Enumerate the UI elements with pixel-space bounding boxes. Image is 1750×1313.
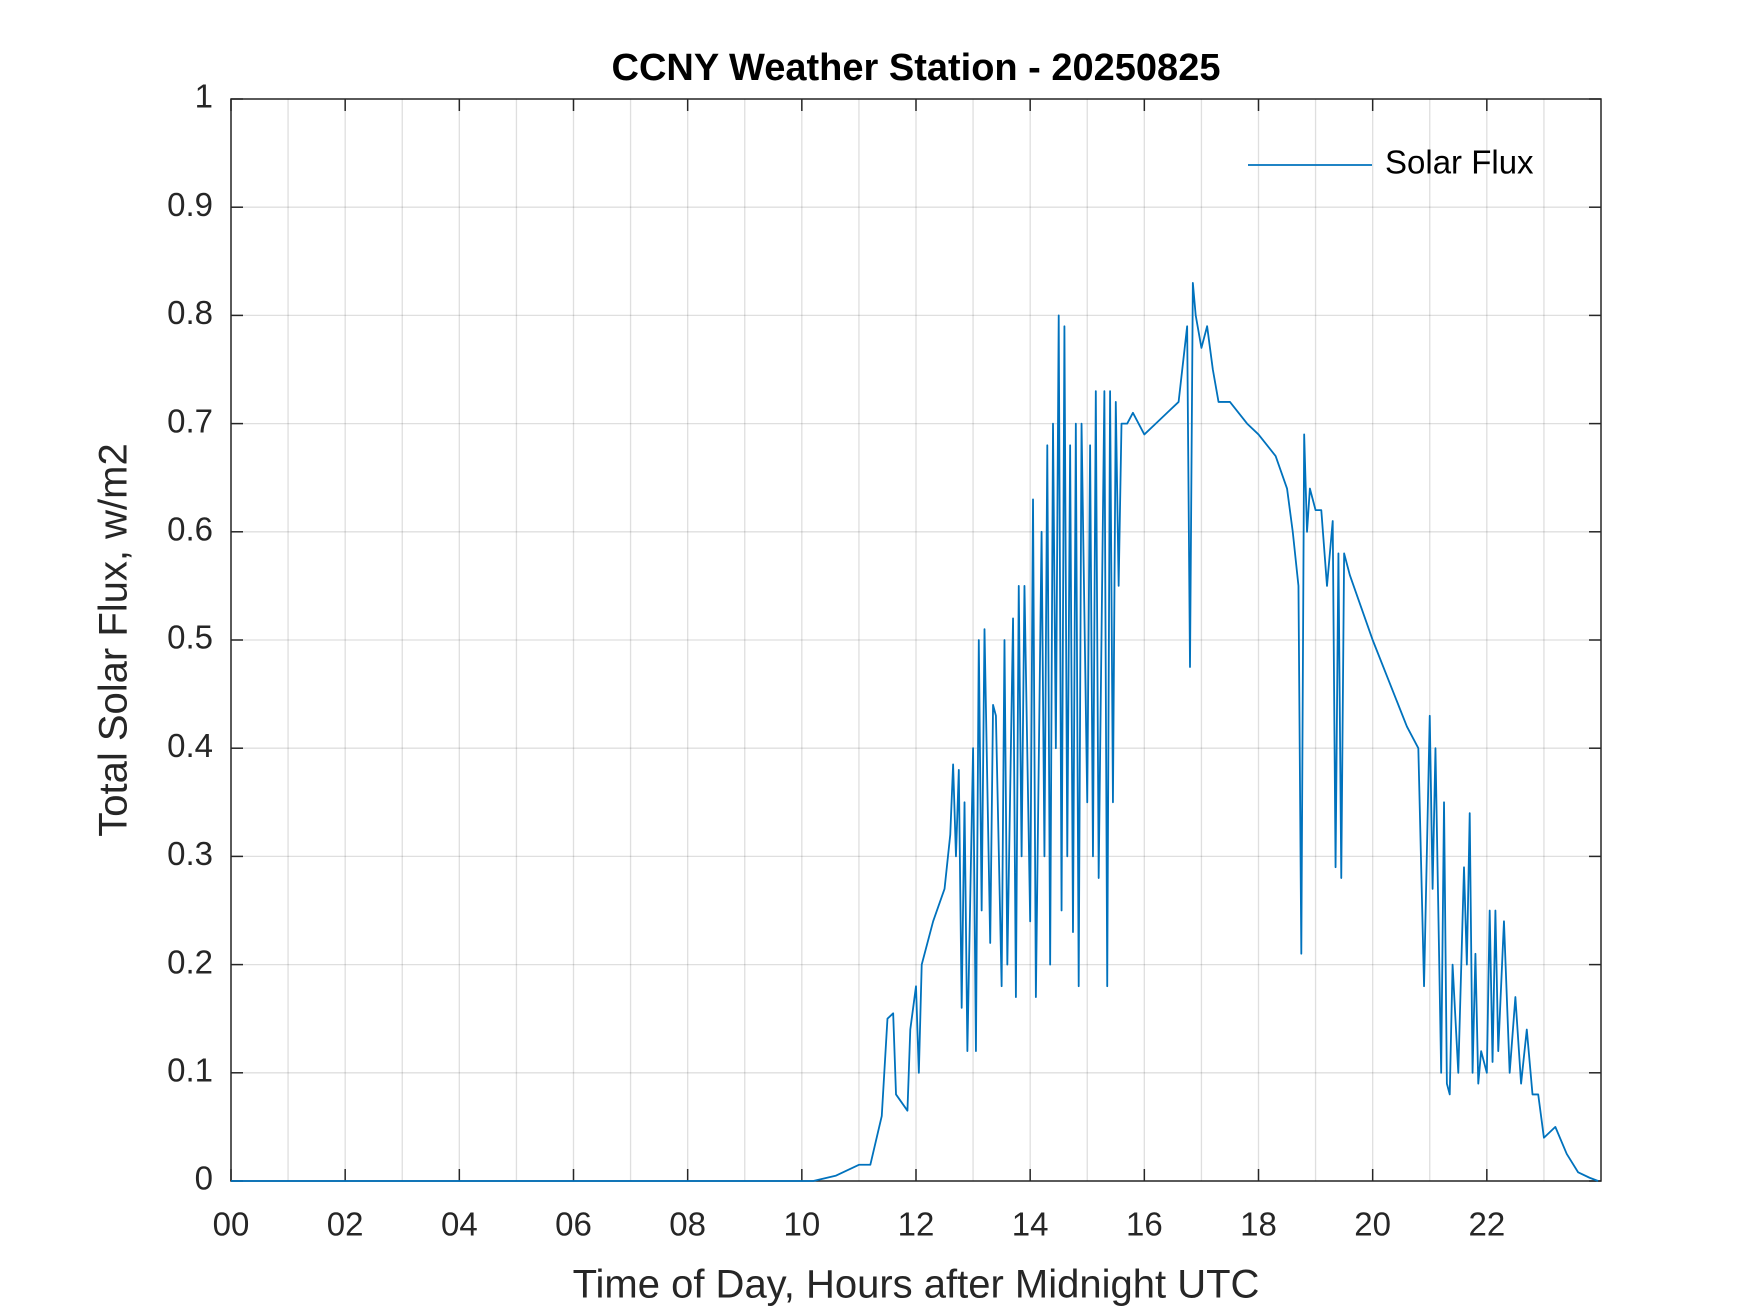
y-tick-label: 0.5 bbox=[167, 619, 213, 656]
y-tick-label: 0.6 bbox=[167, 511, 213, 548]
x-tick-label: 14 bbox=[1012, 1206, 1049, 1243]
x-tick-label: 08 bbox=[669, 1206, 706, 1243]
y-tick-label: 0.7 bbox=[167, 402, 213, 439]
x-tick-label: 18 bbox=[1240, 1206, 1277, 1243]
plot-frame bbox=[230, 98, 1602, 1182]
y-tick-label: 0.9 bbox=[167, 186, 213, 223]
x-tick-label: 06 bbox=[555, 1206, 592, 1243]
y-tick-label: 0.2 bbox=[167, 943, 213, 980]
data-line bbox=[231, 282, 1599, 1182]
y-axis-label: Total Solar Flux, w/m2 bbox=[92, 443, 136, 836]
x-tick-label: 22 bbox=[1468, 1206, 1505, 1243]
x-tick-label: 20 bbox=[1354, 1206, 1391, 1243]
legend-label: Solar Flux bbox=[1385, 144, 1534, 181]
x-tick-label: 02 bbox=[327, 1206, 364, 1243]
y-tick-label: 0.8 bbox=[167, 294, 213, 331]
x-tick-label: 04 bbox=[441, 1206, 478, 1243]
y-tick-label: 1 bbox=[195, 78, 213, 115]
y-tick-label: 0.3 bbox=[167, 835, 213, 872]
x-tick-label: 10 bbox=[783, 1206, 820, 1243]
chart-title: CCNY Weather Station - 20250825 bbox=[612, 47, 1221, 89]
x-axis-label: Time of Day, Hours after Midnight UTC bbox=[573, 1263, 1260, 1307]
y-tick-label: 0.4 bbox=[167, 727, 213, 764]
x-tick-label: 12 bbox=[898, 1206, 935, 1243]
y-tick-label: 0 bbox=[195, 1160, 213, 1197]
x-tick-label: 16 bbox=[1126, 1206, 1163, 1243]
x-tick-label: 00 bbox=[213, 1206, 250, 1243]
y-tick-label: 0.1 bbox=[167, 1052, 213, 1089]
